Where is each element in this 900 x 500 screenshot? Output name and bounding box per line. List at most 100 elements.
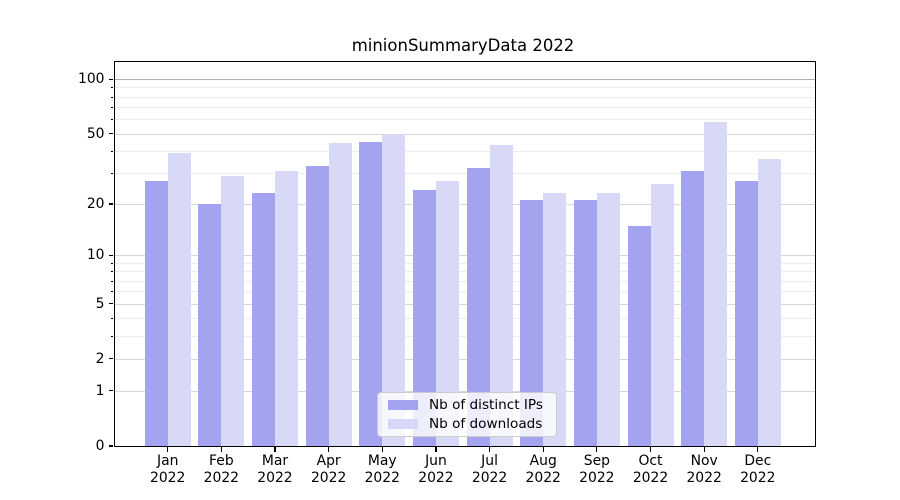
minor-gridline <box>114 119 815 121</box>
major-gridline <box>114 79 815 81</box>
legend-label-distinct-ips: Nb of distinct IPs <box>429 397 543 413</box>
major-gridline <box>114 390 815 392</box>
y-tick <box>108 390 114 392</box>
x-tick-label: Apr 2022 <box>310 453 347 486</box>
legend-swatch-distinct-ips <box>388 400 418 410</box>
bar <box>359 141 383 446</box>
x-tick <box>381 447 383 452</box>
x-tick <box>542 447 544 452</box>
minor-gridline <box>114 291 815 293</box>
bar <box>221 175 245 446</box>
y-tick <box>108 445 114 447</box>
y-tick-label: 20 <box>86 196 105 213</box>
minor-gridline <box>114 271 815 273</box>
major-gridline <box>114 204 815 206</box>
y-tick-label: 50 <box>86 125 105 142</box>
legend-item-downloads: Nb of downloads <box>386 416 548 432</box>
y-minor-tick <box>110 87 114 89</box>
legend-item-distinct-ips: Nb of distinct IPs <box>386 397 548 413</box>
minor-gridline <box>114 318 815 320</box>
bar <box>274 170 298 446</box>
x-tick-label: May 2022 <box>364 453 400 486</box>
y-tick-label: 100 <box>77 71 105 88</box>
bar <box>704 121 728 446</box>
bar <box>382 133 406 446</box>
major-gridline <box>114 303 815 305</box>
minor-gridline <box>114 335 815 337</box>
bar <box>734 181 758 446</box>
x-tick <box>757 447 759 452</box>
x-tick-label: Feb 2022 <box>203 453 240 486</box>
y-tick-label: 2 <box>95 350 105 367</box>
major-gridline <box>114 358 815 360</box>
minor-gridline <box>114 173 815 175</box>
y-tick <box>108 254 114 256</box>
x-tick-label: Sep 2022 <box>579 453 615 486</box>
bar <box>305 165 329 446</box>
x-tick-label: Dec 2022 <box>740 453 776 486</box>
x-tick-label: Mar 2022 <box>257 453 293 486</box>
bar <box>489 145 513 446</box>
minor-gridline <box>114 107 815 109</box>
y-minor-tick <box>110 150 114 152</box>
x-tick <box>220 447 222 452</box>
y-minor-tick <box>110 173 114 175</box>
plot-area: 0 1 2 5 10 20 50 100 Jan 2022 Feb 2022 Mar 2022 Apr… <box>78 61 816 486</box>
x-tick <box>328 447 330 452</box>
x-tick-label: Aug 2022 <box>525 453 561 486</box>
y-tick <box>108 78 114 80</box>
x-tick <box>274 447 276 452</box>
minor-gridline <box>114 87 815 89</box>
bar <box>251 193 275 446</box>
y-tick-label: 5 <box>95 295 105 312</box>
x-tick <box>596 447 598 452</box>
y-minor-tick <box>110 335 114 337</box>
x-tick-label: Nov 2022 <box>686 453 722 486</box>
bar <box>198 204 222 446</box>
x-tick-label: Jan 2022 <box>150 453 186 486</box>
x-tick-label: Jul 2022 <box>471 453 508 486</box>
y-minor-tick <box>110 280 114 282</box>
y-tick <box>108 203 114 205</box>
x-tick <box>649 447 652 452</box>
x-tick-label: Jun 2022 <box>418 453 454 486</box>
legend-label-downloads: Nb of downloads <box>429 416 543 432</box>
y-minor-tick <box>110 107 114 109</box>
x-tick <box>167 447 169 452</box>
minor-gridline <box>114 150 815 152</box>
bar <box>520 200 544 446</box>
y-minor-tick <box>110 96 114 98</box>
bar <box>650 184 674 446</box>
y-tick <box>108 358 114 360</box>
bar <box>757 159 781 446</box>
minor-gridline <box>114 96 815 98</box>
y-tick-label: 10 <box>86 247 105 264</box>
y-minor-tick <box>110 291 114 293</box>
x-tick <box>703 447 705 452</box>
minor-gridline <box>114 263 815 264</box>
bar <box>596 193 620 446</box>
legend: Nb of distinct IPs Nb of downloads <box>377 392 557 437</box>
y-tick <box>108 302 114 305</box>
y-minor-tick <box>110 271 114 273</box>
bar <box>435 181 459 446</box>
legend-swatch-downloads <box>388 419 418 429</box>
bar <box>167 152 191 446</box>
y-tick-label: 0 <box>95 438 105 454</box>
y-minor-tick <box>110 318 114 320</box>
bar <box>144 181 168 446</box>
y-tick <box>108 132 114 135</box>
x-tick <box>435 447 437 452</box>
major-gridline <box>114 133 815 135</box>
y-tick-label: 1 <box>95 382 105 399</box>
bar <box>466 168 490 446</box>
chart-title: minionSummaryData 2022 <box>351 36 575 55</box>
major-gridline <box>114 255 815 257</box>
y-minor-tick <box>110 119 114 121</box>
minor-gridline <box>114 280 815 282</box>
bar <box>543 193 567 446</box>
x-tick-label: Oct 2022 <box>632 453 669 486</box>
y-minor-tick <box>110 263 114 264</box>
bar <box>412 190 436 446</box>
